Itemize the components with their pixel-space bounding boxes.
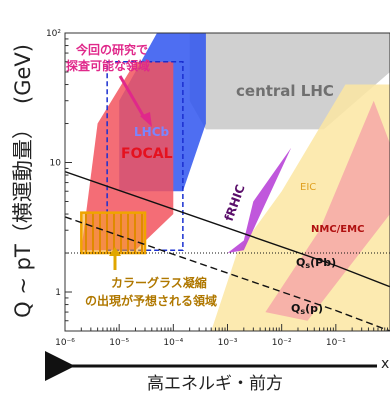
line-label-qs-p: Qs(p) [291, 302, 323, 316]
ticks-layer: 10⁻⁶ 10⁻⁵ 10⁻⁴ 10⁻³ 10⁻² 10⁻¹ 1 10 10² [46, 29, 389, 348]
region-label-focal: FOCAL [121, 146, 173, 162]
annotation-cgc-line2: の出現が予想される領域 [85, 293, 217, 308]
x-tick-label: 10⁻⁵ [109, 338, 129, 348]
regions-layer [80, 33, 390, 331]
region-nmc-emc [265, 100, 390, 321]
annotation-arrowhead-cgc [109, 247, 121, 256]
annotation-arrowhead-study [140, 112, 152, 127]
region-label-eic: EIC [300, 182, 316, 193]
region-dashed-box [106, 60, 184, 252]
x-tick-label: 10⁻³ [218, 338, 238, 348]
x-axis-label: x [381, 356, 389, 372]
line-label-qs-pb: Qs(Pb) [296, 256, 336, 270]
region-frhic [227, 147, 292, 253]
region-label-nmc-emc: NMC/EMC [311, 224, 364, 235]
annotation-cgc-line1: カラーグラス凝縮 [111, 275, 207, 290]
y-tick-label: 10 [50, 159, 62, 169]
region-focal [81, 61, 174, 251]
y-axis-unit: (GeV) [11, 44, 35, 104]
y-axis-label: Q ~ pT（横運動量） [11, 118, 35, 318]
annotation-study-line1: 今回の研究で [75, 42, 148, 57]
region-label-lhcb: LHCb [134, 125, 169, 139]
x-tick-label: 10⁻² [272, 338, 292, 348]
x-tick-label: 10⁻¹ [326, 338, 346, 348]
annotation-study-line2: 探査可能な領域 [66, 58, 150, 73]
line-qs-p [65, 216, 390, 331]
y-tick-label: 1 [55, 288, 61, 298]
lines-layer [65, 170, 390, 331]
x-tick-label: 10⁻⁶ [55, 338, 75, 348]
region-label-central-lhc: central LHC [236, 82, 334, 100]
x-tick-label: 10⁻⁴ [163, 338, 183, 348]
x-arrow-label: 高エネルギ・前方 [147, 374, 283, 394]
annotation-arrow-study [118, 75, 147, 120]
y-tick-label: 10² [46, 29, 61, 39]
line-qs-pb [65, 170, 390, 288]
